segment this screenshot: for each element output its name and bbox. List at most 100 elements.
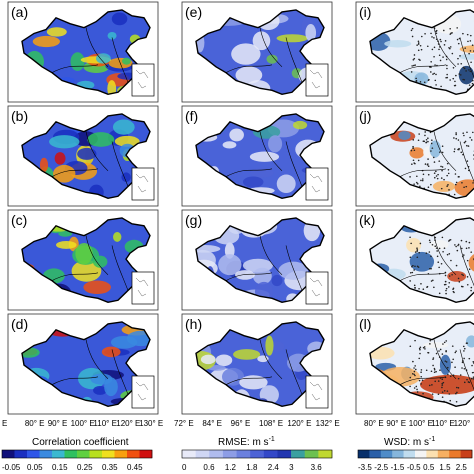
colorbar-tick-label: 2.4 bbox=[268, 463, 280, 472]
colorbar-tick-label: -0.05 bbox=[2, 463, 21, 472]
lon-tick-label: 100° E bbox=[409, 419, 433, 428]
colorbar-swatch bbox=[460, 450, 473, 458]
colorbar-tick-label: 2.5 bbox=[456, 463, 468, 472]
colorbar-tick-label: -0.5 bbox=[407, 463, 421, 472]
south-china-sea-inset bbox=[305, 375, 329, 409]
colorbar-tick-label: -3.5 bbox=[358, 463, 372, 472]
lon-tick-label: 80° E bbox=[25, 419, 45, 428]
lon-tick-label: 80° E bbox=[364, 419, 384, 428]
colorbar-swatch bbox=[369, 450, 382, 458]
colorbar-swatch bbox=[139, 450, 153, 458]
colorbar-tick-label: 0.25 bbox=[77, 463, 93, 472]
lon-tick-label: 72° E bbox=[174, 419, 194, 428]
colorbar-swatch bbox=[89, 450, 103, 458]
south-china-sea-inset bbox=[131, 167, 155, 201]
lon-tick-label: 120° bbox=[454, 419, 471, 428]
panel-label: (l) bbox=[359, 316, 371, 332]
panel-label: (j) bbox=[359, 108, 371, 124]
lon-tick-label: 84° E bbox=[202, 419, 222, 428]
colorbar-swatch bbox=[236, 450, 251, 458]
panel-label: (g) bbox=[185, 212, 202, 228]
map-panel-l: (l) bbox=[355, 313, 474, 415]
colorbar-tick-label: 0 bbox=[182, 463, 187, 472]
colorbar-swatch bbox=[127, 450, 140, 458]
colorbar-swatch bbox=[195, 450, 210, 458]
panel-label: (f) bbox=[185, 108, 198, 124]
colorbar-tick-label: 3.6 bbox=[311, 463, 323, 472]
colorbar-swatch bbox=[318, 450, 333, 458]
map-panel-f: (f) bbox=[181, 105, 333, 207]
colorbar-title: WSD: m s-1 bbox=[384, 436, 435, 448]
colorbar-swatch bbox=[102, 450, 115, 458]
colorbar-swatch bbox=[27, 450, 40, 458]
colorbar-swatch bbox=[39, 450, 53, 458]
lon-tick-label: 108° E bbox=[259, 419, 283, 428]
colorbar-swatch bbox=[415, 450, 427, 458]
colorbar-swatch bbox=[14, 450, 28, 458]
south-china-sea-inset bbox=[305, 271, 329, 305]
lon-tick-label: 120° E bbox=[287, 419, 311, 428]
colorbar-swatch bbox=[52, 450, 65, 458]
colorbar-tick-label: 0.6 bbox=[203, 463, 215, 472]
colorbar-tick-label: 0.5 bbox=[423, 463, 435, 472]
panel-label: (d) bbox=[11, 316, 28, 332]
colorbar-swatch bbox=[114, 450, 128, 458]
colorbar-tick-label: -2.5 bbox=[374, 463, 388, 472]
lon-tick-label: 100° E bbox=[71, 419, 95, 428]
colorbar-swatch bbox=[182, 450, 196, 458]
colorbar-correlation: Correlation coefficient -0.05 0.05 0.15 0.25… bbox=[1, 437, 153, 472]
south-china-sea-inset bbox=[305, 63, 329, 97]
map-panel-j: (j) bbox=[355, 105, 474, 207]
map-panel-e: (e) bbox=[181, 1, 333, 103]
colorbar-swatch bbox=[64, 450, 78, 458]
colorbar-swatch bbox=[77, 450, 90, 458]
colorbar-tick-label: 1.2 bbox=[225, 463, 237, 472]
lon-tick-label: 130° E bbox=[139, 419, 163, 428]
colorbar-tick-label: 1.8 bbox=[246, 463, 258, 472]
colorbar-swatch bbox=[291, 450, 306, 458]
colorbar-tick-label: 0.05 bbox=[27, 463, 43, 472]
colorbar-swatch bbox=[263, 450, 278, 458]
panel-label: (i) bbox=[359, 4, 371, 20]
colorbar-swatch bbox=[380, 450, 393, 458]
panel-label: (k) bbox=[359, 212, 375, 228]
colorbar-tick-label: 0.15 bbox=[52, 463, 68, 472]
lon-tick-label: 132° E bbox=[316, 419, 340, 428]
panel-label: (e) bbox=[185, 4, 202, 20]
map-panel-d: (d) bbox=[7, 313, 159, 415]
colorbar-swatch bbox=[403, 450, 416, 458]
colorbar-tick-label: -1.5 bbox=[391, 463, 405, 472]
lon-tick-label: 120° E bbox=[116, 419, 140, 428]
map-panel-h: (h) bbox=[181, 313, 333, 415]
colorbar-title: Correlation coefficient bbox=[32, 437, 129, 448]
colorbar-swatch bbox=[209, 450, 224, 458]
south-china-sea-inset bbox=[131, 271, 155, 305]
colorbar-swatch bbox=[304, 450, 319, 458]
colorbar-title: RMSE: m s-1 bbox=[218, 436, 275, 448]
lon-tick-label: 110° E bbox=[93, 419, 117, 428]
lon-tick-label: E bbox=[2, 419, 7, 428]
lon-tick-label: 110° E bbox=[431, 419, 455, 428]
panel-label: (h) bbox=[185, 316, 202, 332]
colorbar-swatch bbox=[426, 450, 439, 458]
colorbar-swatch bbox=[222, 450, 237, 458]
panel-label: (b) bbox=[11, 108, 28, 124]
colorbar-rmse: RMSE: m s-1 0 0.6 1.2 1.8 2.4 3 3.6 bbox=[181, 436, 333, 472]
colorbar-swatch bbox=[437, 450, 450, 458]
colorbar-swatch bbox=[2, 450, 15, 458]
colorbar-swatch bbox=[449, 450, 461, 458]
lon-tick-label: 96° E bbox=[231, 419, 251, 428]
map-panel-a: (a) bbox=[7, 1, 159, 103]
colorbar-wsd: WSD: m s-1 -3.5 -2.5 -1.5 -0.5 0.5 1.5 2.5 bbox=[357, 436, 473, 472]
colorbar-tick-label: 1.5 bbox=[439, 463, 451, 472]
south-china-sea-inset bbox=[131, 63, 155, 97]
colorbar-swatch bbox=[250, 450, 265, 458]
colorbar-swatch bbox=[277, 450, 292, 458]
colorbar-tick-label: 0.35 bbox=[102, 463, 118, 472]
colorbar-tick-label: 3 bbox=[289, 463, 294, 472]
panel-label: (a) bbox=[11, 4, 28, 20]
colorbar-tick-label: 0.45 bbox=[127, 463, 143, 472]
